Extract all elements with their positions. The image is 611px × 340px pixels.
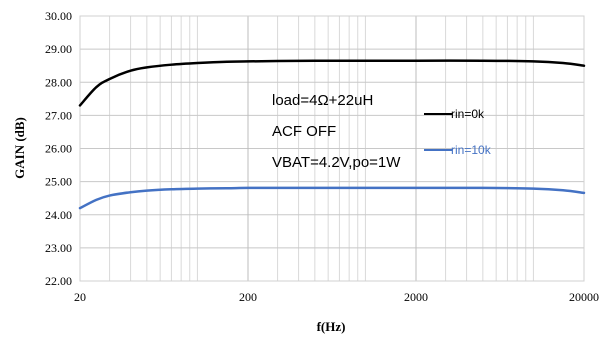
- y-tick-label: 23.00: [45, 241, 72, 255]
- major-gridlines: [79, 15, 585, 282]
- series-line-rin-10k: [78, 186, 586, 210]
- annotation-block: load=4Ω+22uH ACF OFF VBAT=4.2V,po=1W: [272, 92, 401, 171]
- annotation-vbat: VBAT=4.2V,po=1W: [272, 154, 401, 171]
- y-tick-label: 30.00: [45, 9, 72, 23]
- legend-label-rin-10k: rin=10k: [451, 143, 492, 157]
- plot-area-frame: [79, 15, 585, 282]
- y-tick-label: 22.00: [45, 274, 72, 288]
- y-tick-label: 27.00: [45, 108, 72, 122]
- y-tick-label: 25.00: [45, 175, 72, 189]
- y-tick-labels: 22.00 23.00 24.00 25.00 26.00 27.00 28.00 29.00…: [45, 9, 72, 288]
- x-axis-title: f(Hz): [317, 319, 346, 334]
- legend: rin=0k rin=10k: [424, 107, 492, 157]
- x-tick-label: 20000: [569, 290, 599, 304]
- x-tick-labels: 20 200 2000 20000: [74, 290, 599, 304]
- x-tick-label: 200: [239, 290, 257, 304]
- y-tick-label: 29.00: [45, 42, 72, 56]
- y-tick-label: 26.00: [45, 142, 72, 156]
- x-tick-label: 2000: [404, 290, 428, 304]
- y-tick-label: 24.00: [45, 208, 72, 222]
- annotation-acf: ACF OFF: [272, 123, 336, 140]
- y-axis-title: GAIN (dB): [12, 117, 27, 179]
- series-line-rin-0k: [78, 59, 586, 107]
- x-tick-label: 20: [74, 290, 86, 304]
- legend-label-rin-0k: rin=0k: [451, 107, 485, 121]
- annotation-load: load=4Ω+22uH: [272, 92, 373, 109]
- y-tick-label: 28.00: [45, 75, 72, 89]
- series-lines: [78, 59, 586, 210]
